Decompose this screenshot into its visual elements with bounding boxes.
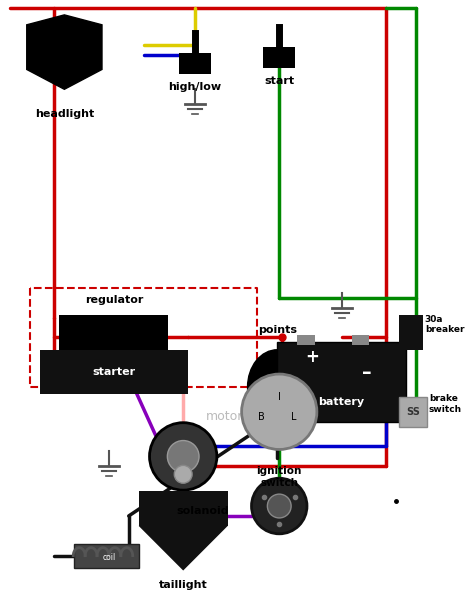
Bar: [74, 543, 138, 568]
Text: SS: SS: [406, 407, 420, 417]
Circle shape: [242, 374, 317, 449]
Text: brake
switch: brake switch: [429, 394, 462, 414]
Text: start: start: [264, 76, 294, 86]
Bar: [399, 397, 427, 427]
Bar: [138, 491, 228, 526]
Bar: [179, 53, 211, 75]
Bar: [352, 335, 369, 345]
Text: ignition
switch: ignition switch: [256, 466, 302, 488]
Text: points: points: [258, 326, 297, 335]
Text: B: B: [258, 411, 265, 422]
Circle shape: [174, 465, 192, 483]
Text: taillight: taillight: [159, 580, 208, 590]
Text: +: +: [305, 348, 319, 366]
Text: starter: starter: [92, 367, 136, 377]
Text: solanoid: solanoid: [177, 506, 229, 516]
Bar: [40, 350, 188, 394]
Bar: [264, 47, 295, 69]
Text: coil: coil: [102, 553, 116, 562]
Text: L: L: [292, 411, 297, 422]
Text: high/low: high/low: [169, 82, 222, 92]
Bar: [297, 335, 315, 345]
Text: regulator: regulator: [85, 295, 143, 305]
Text: motor: motor: [206, 410, 244, 423]
Circle shape: [252, 478, 307, 534]
Polygon shape: [138, 526, 228, 571]
Circle shape: [267, 494, 291, 518]
Text: headlight: headlight: [35, 109, 94, 119]
Circle shape: [167, 440, 199, 472]
Text: –: –: [362, 362, 371, 382]
Bar: [399, 314, 423, 350]
Text: I: I: [278, 392, 281, 402]
Text: battery: battery: [319, 397, 365, 407]
Polygon shape: [27, 15, 102, 89]
Text: 30a
breaker: 30a breaker: [425, 315, 465, 334]
Bar: [59, 314, 168, 350]
Circle shape: [149, 423, 217, 490]
Ellipse shape: [247, 350, 307, 424]
Bar: [277, 342, 406, 422]
